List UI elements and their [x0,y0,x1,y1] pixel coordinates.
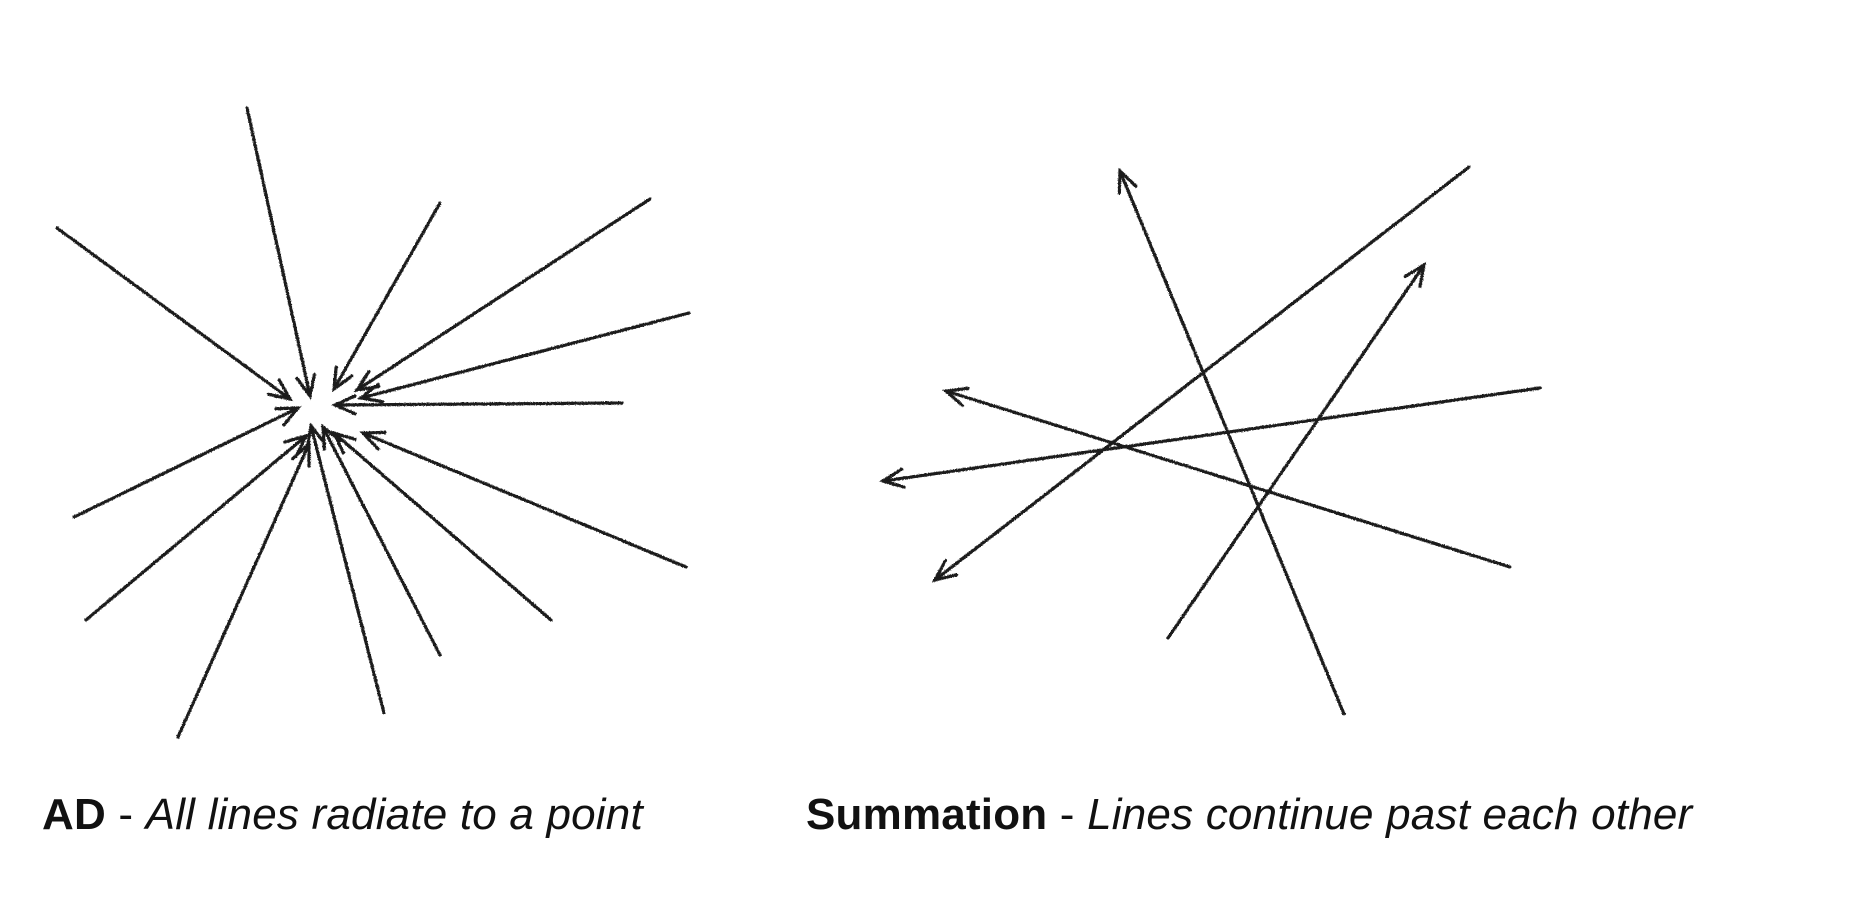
ad-arrow [359,430,688,569]
summation-arrow [1166,261,1427,640]
ad-caption: AD - All lines radiate to a point [42,790,643,840]
summation-arrow [931,165,1471,583]
summation-caption: Summation - Lines continue past each oth… [806,790,1692,840]
summation-crossing-arrows [879,165,1542,716]
ad-arrow [55,226,294,402]
ad-arrow [331,394,624,416]
ad-arrow [84,433,310,622]
ad-arrow [245,106,317,400]
summation-caption-description: Lines continue past each other [1087,790,1693,839]
ad-caption-separator: - [105,790,146,839]
ad-arrow [72,406,302,519]
summation-arrow [879,386,1542,489]
summation-arrow [942,386,1512,569]
ad-caption-description: All lines radiate to a point [145,790,643,839]
ad-arrow [305,422,386,715]
summation-caption-term: Summation [806,790,1048,839]
ad-caption-term: AD [42,790,106,839]
ad-arrow [357,311,691,404]
ad-arrow [331,430,553,622]
ad-arrow [332,201,442,393]
summation-arrow [1117,167,1346,716]
ad-radiating-arrows [55,106,691,739]
summation-caption-separator: - [1047,790,1088,839]
